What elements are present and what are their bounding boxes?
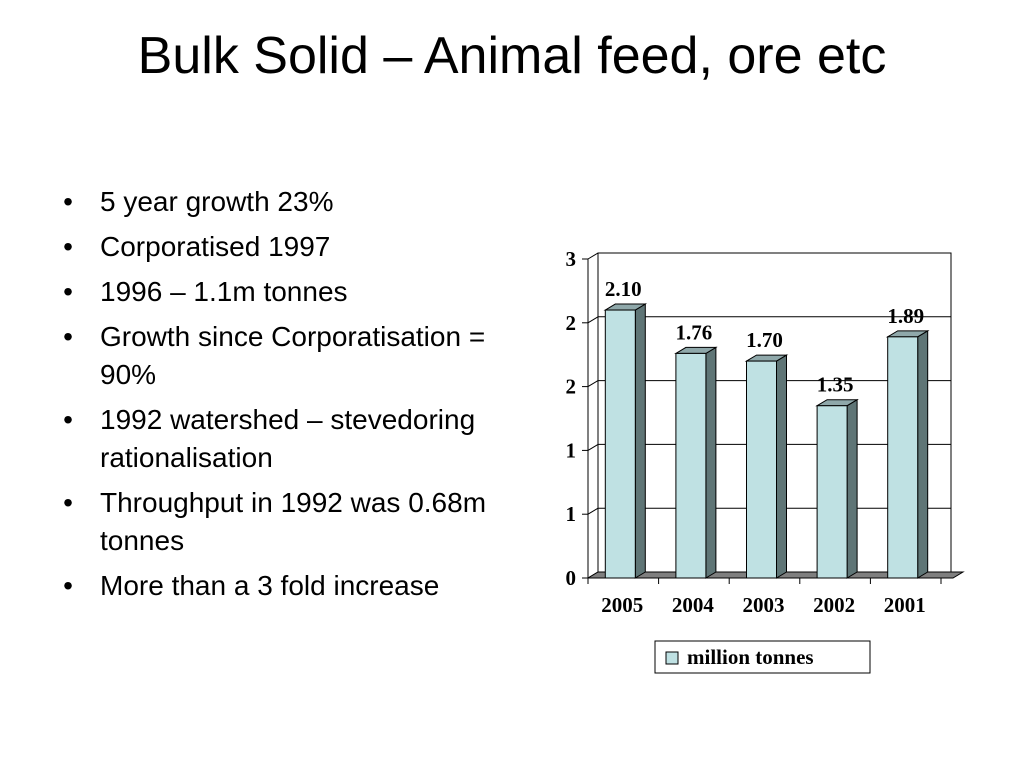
legend-swatch bbox=[665, 651, 679, 665]
bar bbox=[816, 405, 848, 579]
bullet-text: 5 year growth 23% bbox=[100, 186, 334, 217]
bullet-dot-icon: • bbox=[63, 487, 73, 518]
bullet-text: Growth since Corporatisation = 90% bbox=[100, 321, 486, 390]
y-tick-label: 3 bbox=[566, 247, 577, 271]
y-tick-label: 1 bbox=[566, 438, 577, 462]
gridline-depth bbox=[587, 380, 599, 388]
bar-chart-svg: 0 1 1 2 2 3 2.10 2005 1.76 2004 1.70 2003 1.35 2002 1.… bbox=[566, 247, 965, 674]
bar-side bbox=[705, 346, 717, 579]
bullet-dot-icon: • bbox=[63, 276, 73, 307]
bullet-list: • 5 year growth 23% • Corporatised 1997 • 1… bbox=[58, 183, 488, 612]
bar-side bbox=[634, 303, 646, 579]
bullet-item: • 5 year growth 23% bbox=[58, 183, 488, 221]
bar bbox=[746, 360, 777, 579]
bullet-item: • Throughput in 1992 was 0.68m tonnes bbox=[58, 484, 488, 560]
bar-side bbox=[846, 398, 858, 579]
data-label: 1.70 bbox=[746, 328, 783, 352]
bullet-item: • 1996 – 1.1m tonnes bbox=[58, 273, 488, 311]
gridline-depth bbox=[587, 316, 599, 324]
legend-box bbox=[654, 640, 871, 674]
data-label: 1.89 bbox=[887, 304, 924, 328]
slide-title: Bulk Solid – Animal feed, ore etc bbox=[137, 27, 887, 85]
bullet-item: • More than a 3 fold increase bbox=[58, 567, 488, 605]
bullet-dot-icon: • bbox=[63, 570, 73, 601]
bullet-text: More than a 3 fold increase bbox=[100, 570, 440, 601]
bullet-item: • 1992 watershed – stevedoring rationalis… bbox=[58, 401, 488, 477]
bullet-text: 1992 watershed – stevedoring rationalisa… bbox=[100, 404, 476, 473]
bullet-dot-icon: • bbox=[63, 404, 73, 435]
bar-side bbox=[917, 329, 929, 579]
gridline-depth bbox=[587, 507, 599, 515]
data-label: 1.35 bbox=[817, 373, 854, 397]
y-tick-label: 1 bbox=[566, 502, 577, 526]
gridline-depth bbox=[587, 443, 599, 451]
y-tick-label: 0 bbox=[566, 566, 577, 590]
data-label: 2.10 bbox=[605, 277, 642, 301]
bar-side bbox=[776, 354, 787, 579]
bar bbox=[887, 336, 919, 579]
bullet-dot-icon: • bbox=[63, 321, 73, 352]
bullet-dot-icon: • bbox=[63, 186, 73, 217]
bullet-text: 1996 – 1.1m tonnes bbox=[100, 276, 348, 307]
bullet-text: Throughput in 1992 was 0.68m tonnes bbox=[100, 487, 487, 556]
x-tick-label: 2004 bbox=[672, 593, 715, 617]
x-tick-label: 2003 bbox=[743, 593, 785, 617]
x-tick-label: 2005 bbox=[601, 593, 643, 617]
y-tick-label: 2 bbox=[566, 375, 577, 399]
x-tick-label: 2002 bbox=[813, 593, 855, 617]
bullet-text: Corporatised 1997 bbox=[100, 231, 331, 262]
data-label: 1.76 bbox=[676, 320, 713, 344]
bar bbox=[675, 352, 707, 579]
y-tick-label: 2 bbox=[566, 311, 577, 335]
legend-label: million tonnes bbox=[687, 645, 814, 669]
x-tick-label: 2001 bbox=[884, 593, 926, 617]
bullet-item: • Corporatised 1997 bbox=[58, 228, 488, 266]
gridline-depth bbox=[587, 252, 599, 260]
bullet-item: • Growth since Corporatisation = 90% bbox=[58, 318, 488, 394]
bar bbox=[604, 309, 636, 579]
bullet-dot-icon: • bbox=[63, 231, 73, 262]
bar-chart: 0 1 1 2 2 3 2.10 2005 1.76 2004 1.70 2003 1.35 2002 1.… bbox=[525, 238, 995, 688]
